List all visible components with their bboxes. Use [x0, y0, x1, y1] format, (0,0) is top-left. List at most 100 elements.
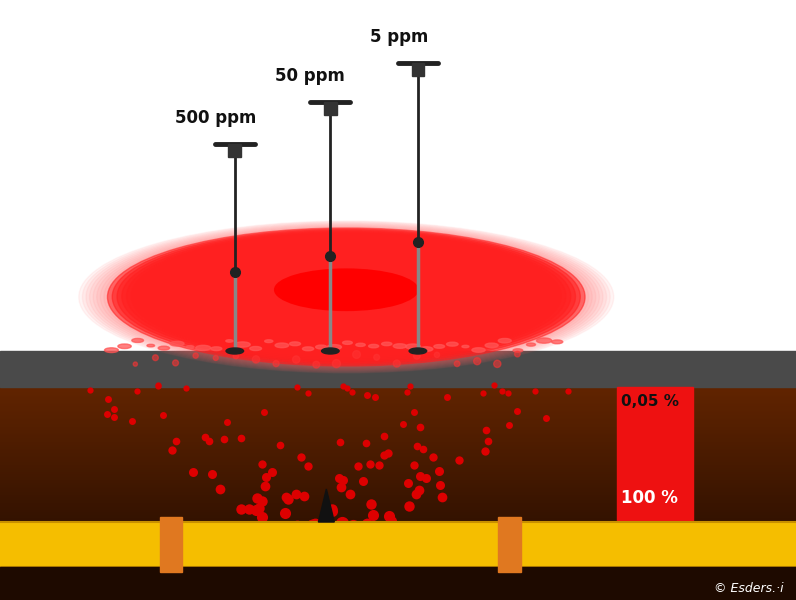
- Ellipse shape: [462, 346, 469, 348]
- Text: © Esders.·i: © Esders.·i: [715, 582, 784, 595]
- Ellipse shape: [117, 230, 576, 363]
- Ellipse shape: [174, 244, 518, 344]
- Ellipse shape: [170, 341, 184, 346]
- Ellipse shape: [498, 338, 511, 343]
- Ellipse shape: [526, 343, 536, 346]
- Ellipse shape: [127, 233, 566, 359]
- Ellipse shape: [93, 224, 599, 370]
- Ellipse shape: [100, 226, 592, 368]
- Ellipse shape: [146, 238, 547, 353]
- Ellipse shape: [275, 343, 289, 347]
- Ellipse shape: [485, 343, 498, 347]
- Ellipse shape: [419, 347, 433, 352]
- Ellipse shape: [279, 270, 413, 309]
- Ellipse shape: [434, 344, 445, 348]
- Ellipse shape: [213, 355, 218, 361]
- Ellipse shape: [302, 347, 314, 351]
- Ellipse shape: [409, 348, 427, 354]
- Ellipse shape: [472, 348, 485, 352]
- Ellipse shape: [356, 343, 365, 346]
- Ellipse shape: [393, 344, 407, 349]
- Ellipse shape: [104, 227, 588, 367]
- Ellipse shape: [241, 261, 451, 322]
- Ellipse shape: [118, 344, 131, 349]
- Ellipse shape: [313, 361, 320, 368]
- Ellipse shape: [131, 234, 561, 358]
- Text: 50 ppm: 50 ppm: [275, 67, 345, 85]
- Ellipse shape: [273, 361, 279, 367]
- Ellipse shape: [393, 360, 400, 367]
- Ellipse shape: [226, 340, 233, 342]
- Ellipse shape: [294, 274, 399, 304]
- Bar: [0, 567, 796, 600]
- Ellipse shape: [165, 242, 528, 347]
- Polygon shape: [318, 489, 334, 522]
- Ellipse shape: [290, 342, 301, 346]
- Ellipse shape: [447, 342, 458, 346]
- Ellipse shape: [186, 346, 194, 348]
- Ellipse shape: [150, 239, 542, 352]
- Ellipse shape: [514, 351, 521, 357]
- Ellipse shape: [313, 278, 380, 298]
- Ellipse shape: [537, 338, 552, 343]
- Ellipse shape: [270, 268, 423, 312]
- Ellipse shape: [173, 360, 178, 366]
- Ellipse shape: [513, 349, 523, 352]
- Ellipse shape: [293, 356, 300, 363]
- Ellipse shape: [337, 284, 356, 290]
- Ellipse shape: [217, 255, 475, 329]
- Ellipse shape: [155, 240, 537, 350]
- Ellipse shape: [298, 275, 394, 302]
- Ellipse shape: [233, 353, 239, 359]
- Ellipse shape: [251, 263, 442, 319]
- Ellipse shape: [322, 281, 370, 295]
- Ellipse shape: [132, 338, 143, 343]
- Ellipse shape: [322, 348, 339, 354]
- Ellipse shape: [227, 257, 466, 326]
- Text: 100 %: 100 %: [621, 489, 677, 507]
- Ellipse shape: [97, 226, 595, 368]
- Ellipse shape: [405, 344, 420, 349]
- Text: 500 ppm: 500 ppm: [175, 109, 256, 127]
- Ellipse shape: [260, 266, 432, 315]
- Ellipse shape: [303, 276, 389, 301]
- Ellipse shape: [90, 224, 603, 370]
- Ellipse shape: [333, 359, 341, 368]
- Ellipse shape: [203, 251, 490, 334]
- Bar: [0, 351, 796, 387]
- Ellipse shape: [104, 348, 119, 353]
- Ellipse shape: [289, 272, 404, 305]
- Ellipse shape: [246, 262, 447, 320]
- Ellipse shape: [83, 222, 611, 372]
- Ellipse shape: [318, 280, 375, 296]
- Ellipse shape: [189, 248, 504, 339]
- Ellipse shape: [213, 254, 480, 331]
- Ellipse shape: [232, 259, 461, 325]
- Ellipse shape: [308, 277, 384, 299]
- Bar: [324, 102, 337, 115]
- Bar: [0, 522, 796, 600]
- Ellipse shape: [252, 356, 259, 363]
- Bar: [617, 387, 693, 522]
- Ellipse shape: [136, 235, 556, 356]
- Ellipse shape: [369, 344, 379, 348]
- Ellipse shape: [250, 346, 262, 350]
- Ellipse shape: [236, 260, 456, 323]
- Ellipse shape: [552, 340, 563, 344]
- Ellipse shape: [170, 243, 523, 346]
- Ellipse shape: [327, 344, 341, 350]
- Ellipse shape: [256, 265, 437, 317]
- Ellipse shape: [265, 340, 273, 343]
- Ellipse shape: [373, 355, 380, 360]
- Ellipse shape: [211, 347, 222, 350]
- Ellipse shape: [193, 249, 499, 337]
- Ellipse shape: [316, 345, 327, 349]
- Bar: [0, 522, 796, 567]
- Ellipse shape: [265, 267, 427, 314]
- Ellipse shape: [153, 355, 158, 361]
- Ellipse shape: [494, 360, 501, 367]
- Ellipse shape: [341, 286, 351, 288]
- Ellipse shape: [79, 221, 614, 373]
- Ellipse shape: [327, 282, 365, 293]
- Ellipse shape: [122, 232, 571, 361]
